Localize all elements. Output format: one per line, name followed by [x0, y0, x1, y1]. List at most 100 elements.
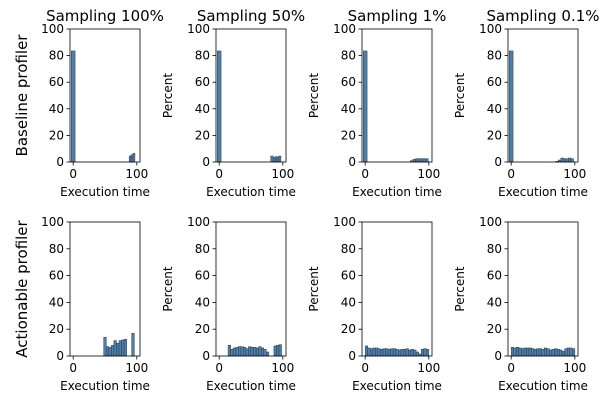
histogram-bar — [560, 157, 564, 163]
x-axis-label: Execution time — [206, 185, 296, 199]
histogram-bar — [405, 348, 409, 357]
histogram-bar — [410, 349, 414, 357]
y-tick-label: 40 — [195, 295, 210, 309]
histogram-bar — [273, 345, 277, 357]
x-tick-label: 0 — [507, 167, 515, 181]
x-tick-label: 0 — [215, 167, 223, 181]
subplot-baseline-col4: 0 20 40 60 80 100 0 100 Execution time Percent Sam… — [453, 7, 600, 199]
histogram-bar — [380, 349, 384, 357]
x-tick-label: 100 — [563, 167, 586, 181]
histogram-bar — [132, 153, 136, 163]
histogram-bar — [518, 347, 522, 357]
histogram-bar — [118, 340, 122, 357]
histogram-bar — [403, 349, 407, 357]
x-tick-label: 0 — [215, 361, 223, 375]
histogram-bar — [561, 351, 565, 357]
subplot-baseline-col1: 0 20 40 60 80 100 0 100 Execution time Sampling 1… — [41, 7, 164, 199]
histogram-bar — [568, 157, 572, 163]
y-tick-label: 20 — [49, 128, 64, 142]
y-tick-label: 0 — [348, 349, 356, 363]
histogram-bar — [258, 346, 262, 357]
subplot-actionable-col2: 0 20 40 60 80 100 0 100 Execution time Percent — [161, 215, 296, 393]
histogram-bar — [415, 158, 419, 163]
histogram-bar — [116, 343, 120, 357]
histogram-bar — [382, 348, 386, 357]
y-tick-label: 80 — [341, 242, 356, 256]
subplot-actionable-col3: 0 20 40 60 80 100 0 100 Execution time Percent — [307, 215, 442, 393]
y-tick-label: 20 — [487, 322, 502, 336]
y-tick-label: 100 — [187, 215, 210, 229]
histogram-bar — [364, 345, 368, 357]
axes-frame — [361, 221, 433, 357]
histogram-bar — [528, 347, 532, 357]
column-title: Sampling 0.1% — [486, 7, 599, 25]
y-tick-label: 80 — [195, 242, 210, 256]
y-tick-label: 60 — [195, 269, 210, 283]
y-tick-label: 40 — [341, 295, 356, 309]
histogram-bar — [422, 158, 426, 163]
histogram-bar — [426, 349, 430, 357]
y-tick-label: 40 — [341, 102, 356, 116]
y-tick-label: 20 — [341, 128, 356, 142]
x-tick-label: 0 — [507, 361, 515, 375]
histogram-bar — [270, 155, 274, 163]
y-axis-label: Percent — [307, 266, 321, 311]
histogram-bar — [387, 349, 391, 357]
histogram-bar — [521, 348, 525, 357]
histogram-bar — [278, 344, 282, 357]
x-tick-label: 100 — [271, 361, 294, 375]
y-axis-label: Percent — [161, 266, 175, 311]
y-axis-label: Percent — [453, 73, 467, 118]
histogram-bar — [238, 346, 242, 357]
y-tick-label: 20 — [341, 322, 356, 336]
histogram-bar — [563, 158, 567, 163]
histogram-bar — [227, 345, 231, 357]
x-tick-label: 100 — [417, 167, 440, 181]
histogram-bar — [363, 50, 368, 163]
histogram-bar — [559, 349, 563, 357]
y-tick-label: 40 — [195, 102, 210, 116]
histogram-bar — [556, 349, 560, 357]
y-tick-label: 80 — [49, 49, 64, 63]
histogram-bar — [425, 158, 429, 163]
histogram-bar — [526, 347, 530, 357]
histogram-bar — [106, 346, 110, 357]
y-tick-label: 100 — [479, 215, 502, 229]
x-tick-label: 100 — [417, 361, 440, 375]
histogram-bar — [130, 154, 134, 163]
axes-frame — [507, 221, 579, 357]
y-tick-label: 0 — [494, 349, 502, 363]
histogram-bar — [263, 349, 267, 357]
histogram-bar — [108, 347, 112, 357]
y-axis-label: Percent — [161, 73, 175, 118]
histogram-bar — [367, 347, 371, 357]
y-tick-label: 0 — [494, 155, 502, 169]
histogram-bar — [541, 349, 545, 357]
histogram-bar — [266, 351, 270, 357]
histogram-bar — [103, 336, 107, 357]
y-tick-label: 0 — [202, 349, 210, 363]
y-tick-label: 60 — [341, 75, 356, 89]
histogram-bar — [516, 347, 520, 357]
y-tick-label: 60 — [341, 269, 356, 283]
x-tick-label: 0 — [361, 361, 369, 375]
histogram-bar — [276, 345, 280, 357]
subplot-actionable-col1: 0 20 40 60 80 100 0 100 Execution time — [41, 215, 150, 393]
y-tick-label: 80 — [487, 242, 502, 256]
histogram-bar — [513, 347, 517, 357]
y-tick-label: 60 — [49, 75, 64, 89]
x-tick-label: 100 — [563, 361, 586, 375]
histogram-bar — [274, 156, 278, 163]
histogram-bar — [131, 332, 135, 357]
histogram-bar — [248, 346, 252, 357]
axes-frame — [361, 28, 433, 163]
histogram-bar — [551, 349, 555, 357]
y-tick-label: 80 — [49, 242, 64, 256]
histogram-bar — [544, 347, 548, 357]
x-tick-label: 0 — [69, 361, 77, 375]
histogram-bar — [565, 158, 569, 163]
histogram-bar — [255, 347, 259, 357]
axes-frame — [507, 28, 579, 163]
histogram-bar — [392, 348, 396, 357]
